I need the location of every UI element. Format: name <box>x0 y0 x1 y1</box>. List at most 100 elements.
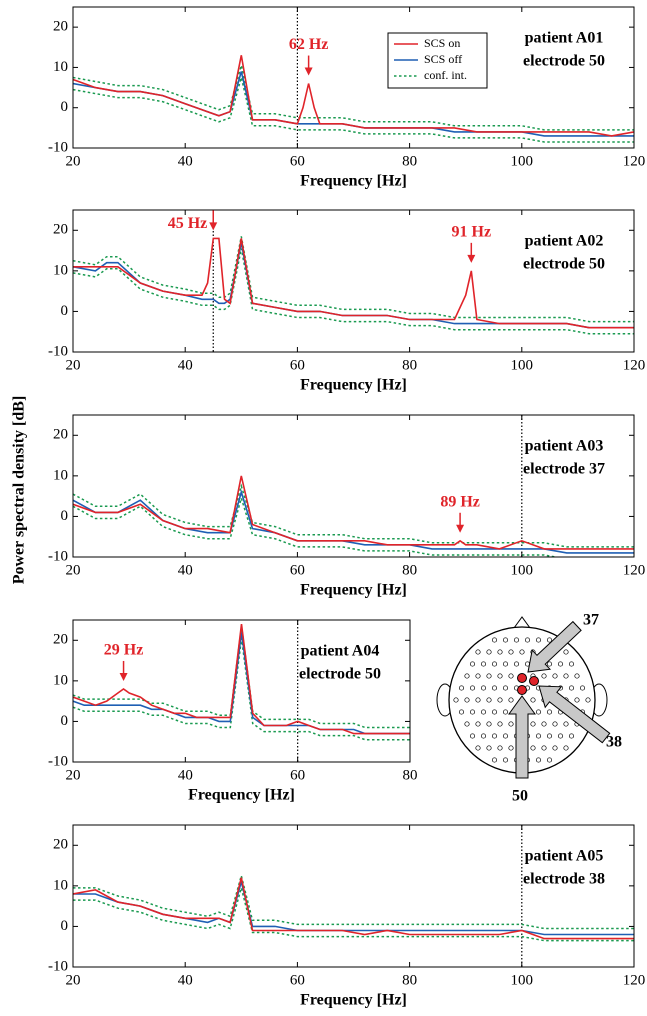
electrode <box>502 637 509 643</box>
electrode <box>541 673 547 679</box>
annotation-arrow-head <box>119 672 128 681</box>
electrode <box>563 673 569 679</box>
electrode <box>508 649 514 655</box>
legend-label: conf. int. <box>424 68 467 82</box>
electrode-label: 38 <box>606 734 622 751</box>
electrode <box>486 721 492 727</box>
y-tick-label: 0 <box>61 303 69 319</box>
electrode <box>486 745 492 751</box>
y-tick-label: 0 <box>61 508 69 524</box>
electrode <box>563 745 569 751</box>
y-tick-label: -10 <box>48 139 68 155</box>
electrode <box>469 733 476 739</box>
electrode <box>508 745 514 751</box>
electrode <box>464 697 470 703</box>
y-tick-label: 10 <box>53 467 68 483</box>
x-axis-label: Frequency [Hz] <box>300 377 407 394</box>
x-tick-label: 20 <box>66 357 81 373</box>
conf-int-line <box>73 236 634 323</box>
electrode <box>552 745 558 751</box>
axes-box <box>72 209 635 353</box>
electrode <box>563 721 569 727</box>
y-tick-label: 10 <box>53 59 68 75</box>
x-tick-label: 40 <box>178 153 193 169</box>
y-tick-label: 20 <box>53 427 68 443</box>
x-axis-label: Frequency [Hz] <box>300 173 407 190</box>
electrode <box>486 697 492 703</box>
panel-label: electrode 37 <box>523 461 605 478</box>
panel-label: patient A02 <box>525 233 604 250</box>
electrode <box>530 697 536 703</box>
y-tick-label: -10 <box>48 753 68 769</box>
series-line <box>73 624 410 735</box>
electrode <box>513 661 520 667</box>
annotation-label: 62 Hz <box>289 36 329 53</box>
annotation-label: 89 Hz <box>440 493 480 510</box>
electrode-label: 50 <box>512 788 528 805</box>
electrode <box>574 697 580 703</box>
y-tick-label: 0 <box>61 713 69 729</box>
electrode <box>475 697 481 703</box>
annotation-label: 91 Hz <box>452 224 492 241</box>
electrode <box>453 697 459 703</box>
electrode <box>486 673 492 679</box>
x-tick-label: 120 <box>623 357 646 373</box>
annotation-label: 29 Hz <box>104 642 144 659</box>
highlighted-electrode <box>529 676 539 686</box>
plot-area <box>73 210 634 352</box>
x-tick-label: 20 <box>66 562 81 578</box>
electrode <box>568 685 575 691</box>
x-tick-label: 60 <box>290 153 305 169</box>
x-tick-label: 60 <box>290 767 305 783</box>
panel-label: electrode 50 <box>523 256 605 273</box>
electrode <box>546 637 553 643</box>
conf-int-line <box>73 77 634 143</box>
x-tick-label: 100 <box>511 357 534 373</box>
panel-label: electrode 38 <box>523 871 605 888</box>
x-tick-label: 20 <box>66 153 81 169</box>
electrode <box>568 661 575 667</box>
series-line <box>73 878 634 936</box>
panel-label: patient A01 <box>525 30 604 47</box>
conf-int-line <box>73 884 634 942</box>
electrode <box>475 745 481 751</box>
plot-area <box>73 415 634 557</box>
electrode <box>469 685 476 691</box>
electrode <box>574 673 580 679</box>
electrode <box>480 685 487 691</box>
electrode <box>497 673 503 679</box>
electrode <box>475 721 481 727</box>
electrode <box>546 757 553 763</box>
electrode <box>552 721 558 727</box>
series-line <box>73 475 634 550</box>
y-tick-label: 10 <box>53 877 68 893</box>
electrode <box>491 685 498 691</box>
electrode <box>508 721 514 727</box>
y-tick-label: -10 <box>48 958 68 974</box>
x-axis-label: Frequency [Hz] <box>300 582 407 599</box>
x-tick-label: 40 <box>178 972 193 988</box>
axes-box <box>72 414 635 558</box>
annotation-arrow-head <box>456 524 465 533</box>
panel-label: patient A04 <box>301 643 380 660</box>
x-tick-label: 80 <box>402 562 417 578</box>
electrode <box>535 757 542 763</box>
electrode <box>502 685 509 691</box>
x-tick-label: 120 <box>623 153 646 169</box>
x-tick-label: 40 <box>178 357 193 373</box>
legend-label: SCS on <box>424 36 460 50</box>
electrode <box>486 649 492 655</box>
annotation-arrow-head <box>304 67 313 76</box>
electrode <box>585 697 591 703</box>
electrode <box>502 733 509 739</box>
electrode <box>497 697 503 703</box>
electrode <box>502 661 509 667</box>
electrode <box>546 661 553 667</box>
y-tick-label: -10 <box>48 343 68 359</box>
electrode <box>557 733 564 739</box>
x-tick-label: 40 <box>178 562 193 578</box>
electrode <box>508 697 514 703</box>
y-tick-label: 20 <box>53 837 68 853</box>
plot-area <box>73 620 410 762</box>
